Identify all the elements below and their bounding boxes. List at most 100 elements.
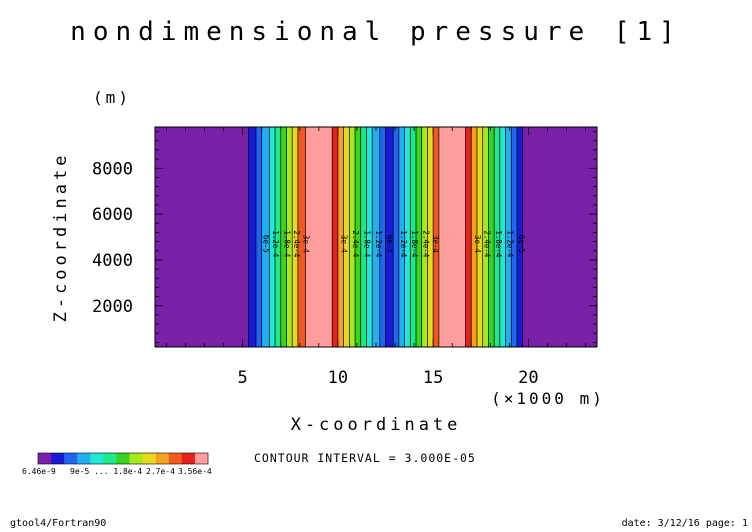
y-tick-label-6000: 6000 — [92, 205, 133, 225]
band-0 — [155, 127, 249, 347]
heatmap-bands — [155, 127, 598, 347]
contour-labels: 6e-5 1.2e-4 1.8e-4 2.4e-4 3e-4 3e-4 2.4e-4 1.8e… — [262, 230, 526, 258]
x-unit-label: (×1000 m) — [491, 389, 605, 408]
band-23 — [404, 127, 411, 347]
contour-label-4: 3e-4 — [302, 235, 311, 254]
band-16 — [360, 127, 367, 347]
contour-label-10: 1.2e-4 — [399, 230, 408, 258]
band-33 — [482, 127, 489, 347]
colorbar-frame — [37, 452, 209, 465]
colorbar-swatch-11 — [181, 453, 196, 464]
y-axis-title: Z-coordinate — [51, 152, 71, 323]
axis-ticks — [155, 127, 597, 347]
y-tick-label-8000: 8000 — [92, 159, 133, 179]
contour-label-12: 2.4e-4 — [422, 230, 431, 258]
x-tick-label-15: 15 — [423, 368, 443, 388]
contour-label-1: 1.2e-4 — [271, 230, 280, 258]
band-4 — [269, 127, 276, 347]
axis-tick-labels: 5 10 15 20 2000 4000 6000 8000 — [92, 159, 539, 388]
colorbar-max-label: 3.56e-4 — [178, 467, 212, 476]
band-20 — [385, 127, 394, 347]
contour-label-3: 2.4e-4 — [292, 230, 301, 258]
colorbar-swatch-5 — [103, 453, 117, 464]
footer-right: date: 3/12/16 page: 1 — [622, 518, 748, 529]
band-36 — [499, 127, 506, 347]
band-5 — [275, 127, 282, 347]
contour-label-8: 1.2e-4 — [374, 230, 383, 258]
band-13 — [343, 127, 350, 347]
band-27 — [427, 127, 434, 347]
colorbar-swatch-8 — [142, 453, 156, 464]
band-7 — [286, 127, 293, 347]
footer-left: gtool4/Fortran90 — [10, 518, 106, 529]
band-17 — [366, 127, 373, 347]
band-21 — [393, 127, 400, 347]
band-1 — [248, 127, 257, 347]
band-18 — [372, 127, 381, 347]
colorbar — [38, 453, 209, 464]
band-26 — [421, 127, 428, 347]
band-28 — [433, 127, 440, 347]
band-30 — [465, 127, 472, 347]
y-tick-label-2000: 2000 — [92, 297, 133, 317]
contour-lines — [248, 127, 524, 347]
contour-label-9: 6e-5 — [385, 235, 394, 253]
band-10 — [305, 127, 333, 347]
x-tick-label-20: 20 — [518, 368, 538, 388]
contour-label-16: 1.8e-4 — [494, 230, 503, 258]
band-22 — [398, 127, 405, 347]
band-19 — [379, 127, 386, 347]
band-32 — [476, 127, 484, 347]
colorbar-label-3: 2.7e-4 — [146, 467, 175, 476]
contour-interval-text: CONTOUR INTERVAL = 3.000E-05 — [254, 451, 476, 465]
contour-label-2: 1.8e-4 — [283, 230, 292, 258]
contour-label-15: 2.4e-4 — [483, 230, 492, 258]
y-tick-label-4000: 4000 — [92, 251, 133, 271]
band-24 — [410, 127, 417, 347]
band-35 — [494, 127, 501, 347]
colorbar-swatch-0 — [38, 453, 52, 464]
band-29 — [438, 127, 466, 347]
contour-label-17: 1.2e-4 — [505, 230, 514, 258]
colorbar-mid-label: 9e-5 ... 1.8e-4 — [70, 467, 142, 476]
band-39 — [516, 127, 524, 347]
band-11 — [332, 127, 339, 347]
contour-label-13: 3e-4 — [431, 235, 440, 254]
colorbar-swatch-1 — [51, 453, 65, 464]
colorbar-swatch-7 — [129, 453, 143, 464]
contour-label-0: 6e-5 — [262, 235, 271, 253]
band-9 — [297, 127, 306, 347]
x-tick-label-10: 10 — [328, 368, 348, 388]
contour-label-18: 6e-5 — [517, 235, 526, 253]
colorbar-swatch-10 — [168, 453, 183, 464]
contour-label-14: 3e-4 — [473, 235, 482, 254]
band-8 — [292, 127, 299, 347]
contour-label-7: 1.8e-4 — [363, 230, 372, 258]
colorbar-swatch-12 — [194, 453, 209, 464]
band-34 — [488, 127, 495, 347]
colorbar-swatch-6 — [116, 453, 130, 464]
band-3 — [261, 127, 270, 347]
band-6 — [280, 127, 287, 347]
x-tick-label-5: 5 — [238, 368, 248, 388]
band-12 — [337, 127, 345, 347]
x-axis-title: X-coordinate — [291, 415, 462, 435]
band-2 — [255, 127, 263, 347]
band-40 — [522, 127, 598, 347]
band-15 — [355, 127, 362, 347]
colorbar-swatch-9 — [155, 453, 170, 464]
colorbar-min-label: 6.46e-9 — [22, 467, 56, 476]
colorbar-swatch-2 — [64, 453, 78, 464]
contour-label-11: 1.8e-4 — [410, 230, 419, 258]
colorbar-swatch-4 — [90, 453, 104, 464]
y-unit-label: (m) — [93, 88, 131, 107]
band-31 — [471, 127, 478, 347]
band-25 — [416, 127, 423, 347]
band-14 — [349, 127, 356, 347]
chart-title: nondimensional pressure [1] — [70, 17, 682, 47]
contour-label-5: 3e-4 — [340, 235, 349, 254]
band-37 — [505, 127, 512, 347]
band-38 — [511, 127, 518, 347]
colorbar-swatch-3 — [77, 453, 91, 464]
